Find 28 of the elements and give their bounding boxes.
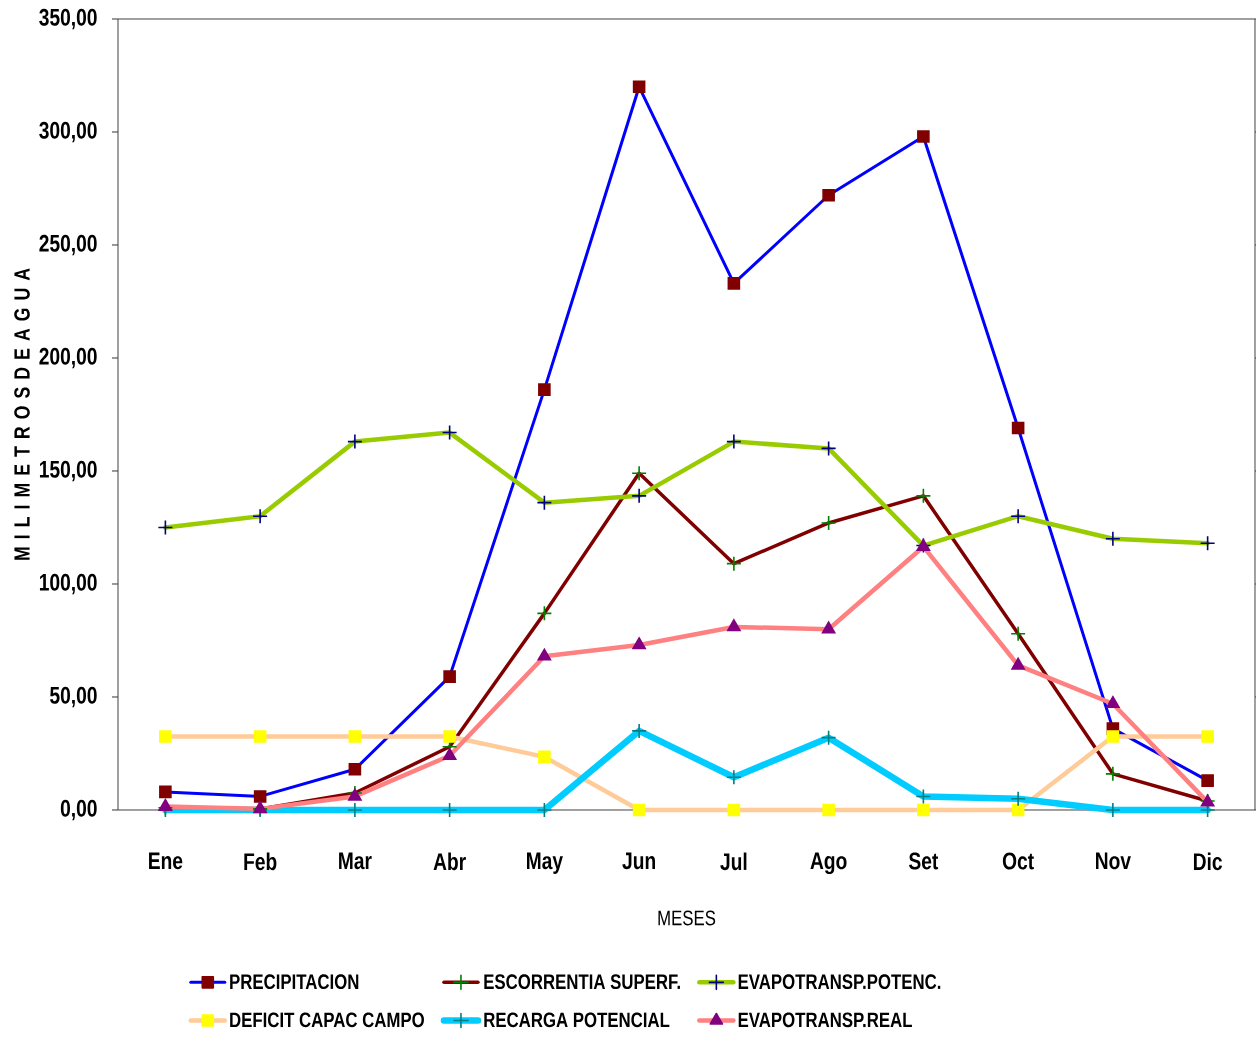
x-tick-label: Dic — [1193, 852, 1222, 871]
legend-label: EVAPOTRANSP.REAL — [738, 1012, 912, 1028]
legend-label: RECARGA POTENCIAL — [484, 1012, 670, 1028]
x-tick-label: Jul — [720, 852, 747, 871]
y-tick-label: 200,00 — [39, 347, 97, 369]
x-tick-label: Abr — [433, 852, 466, 871]
legend-label: EVAPOTRANSP.POTENC. — [738, 974, 941, 990]
legend-label: ESCORRENTIA SUPERF. — [484, 974, 680, 990]
x-tick-label: Set — [908, 852, 939, 870]
y-tick-label: 250,00 — [39, 234, 97, 256]
x-tick-label: Ago — [810, 852, 847, 875]
legend-label: PRECIPITACION — [230, 974, 359, 990]
y-tick-label: 300,00 — [39, 121, 97, 143]
x-tick-label: Jun — [622, 852, 656, 870]
y-tick-label: 350,00 — [39, 8, 97, 30]
legend-label: DEFICIT CAPAC CAMPO — [230, 1012, 424, 1028]
x-tick-label: Nov — [1096, 852, 1131, 870]
x-tick-label: Feb — [244, 852, 277, 871]
y-axis-title: M I L I M E T R O S D E A G U A — [14, 268, 30, 560]
y-tick-label: 100,00 — [39, 573, 97, 595]
y-tick-label: 0,00 — [60, 799, 97, 821]
x-tick-label: May — [526, 852, 563, 875]
x-axis-title: MESES — [658, 910, 716, 926]
y-tick-label: 50,00 — [50, 686, 97, 708]
y-tick-label: 150,00 — [39, 460, 97, 482]
x-tick-label: Ene — [149, 852, 183, 870]
x-tick-label: Mar — [339, 852, 372, 870]
x-tick-label: Oct — [1002, 852, 1034, 870]
